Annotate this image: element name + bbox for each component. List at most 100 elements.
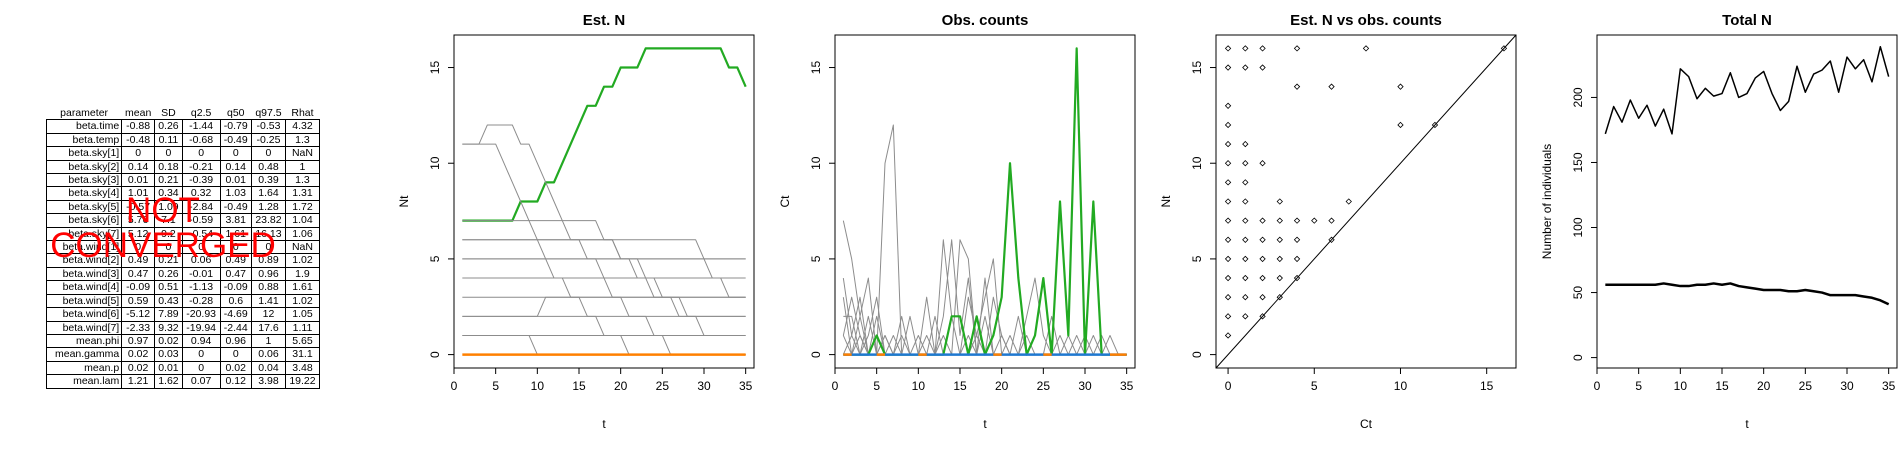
chart-title: Obs. counts bbox=[942, 12, 1029, 29]
scatter-point bbox=[1431, 121, 1439, 129]
y-tick-label: 15 bbox=[428, 61, 442, 75]
table-cell: 0 bbox=[121, 240, 156, 255]
table-cell: -0.49 bbox=[219, 132, 252, 148]
table-cell: 0.21 bbox=[154, 173, 183, 188]
scatter-point bbox=[1276, 274, 1283, 282]
table-cell: 0.49 bbox=[121, 253, 156, 268]
y-tick-label: 10 bbox=[809, 156, 823, 170]
table-cell: 1.11 bbox=[284, 320, 321, 335]
y-tick-label: 0 bbox=[1571, 354, 1585, 361]
x-tick-label: 0 bbox=[832, 379, 839, 393]
table-cell: 1.05 bbox=[284, 307, 321, 322]
table-cell: -0.49 bbox=[219, 199, 252, 215]
table-cell: 5.76 bbox=[121, 213, 156, 228]
x-tick-label: 35 bbox=[739, 379, 753, 393]
table-cell: 9.32 bbox=[154, 320, 183, 335]
table-cell: 0.49 bbox=[219, 253, 252, 268]
scatter-point bbox=[1224, 236, 1232, 243]
table-cell: -0.54 bbox=[181, 226, 221, 242]
y-tick-label: 0 bbox=[809, 351, 823, 358]
table-row: beta.sky[3] 0.01 0.21 -0.39 0.01 0.39 1.3 bbox=[45, 173, 321, 188]
table-cell: 0.94 bbox=[181, 333, 221, 349]
x-tick-label: 20 bbox=[614, 379, 628, 393]
y-tick-label: 5 bbox=[428, 255, 442, 262]
scatter-point bbox=[1224, 102, 1232, 109]
x-tick-label: 5 bbox=[492, 379, 499, 393]
plot-frame bbox=[453, 34, 755, 369]
plot-area bbox=[462, 47, 747, 356]
scatter-point bbox=[1293, 217, 1301, 224]
table-cell: 0.03 bbox=[154, 347, 183, 362]
scatter-point bbox=[1242, 217, 1249, 224]
table-cell: 0.01 bbox=[219, 173, 252, 188]
scatter-point bbox=[1397, 83, 1404, 90]
chart-panel-2: Obs. counts t Ct 0 5 10 15 20 25 30 35 0 5 10 15 bbox=[778, 12, 1136, 431]
scatter-point bbox=[1242, 140, 1249, 148]
plot-frame bbox=[1215, 34, 1517, 369]
series-line-9 bbox=[843, 47, 1127, 356]
table-cell: 1.09 bbox=[154, 199, 183, 215]
scatter-point bbox=[1259, 255, 1266, 263]
plot-area bbox=[1604, 45, 1890, 306]
table-cell: 0 bbox=[181, 347, 221, 362]
parameter-name-cell: beta.wind[7] bbox=[45, 320, 123, 335]
table-cell: 12 bbox=[250, 307, 286, 322]
table-cell: 0.32 bbox=[181, 186, 221, 201]
chart-title: Total N bbox=[1722, 12, 1772, 29]
table-cell: 9.2 bbox=[154, 226, 183, 242]
scatter-point bbox=[1224, 332, 1232, 339]
table-cell: -0.09 bbox=[219, 280, 252, 295]
x-tick-label: 20 bbox=[1757, 379, 1771, 393]
table-cell: 0.02 bbox=[121, 360, 156, 376]
x-tick-label: 35 bbox=[1120, 379, 1134, 393]
table-cell: -0.09 bbox=[121, 280, 156, 295]
table-cell: -2.84 bbox=[181, 199, 221, 215]
y-tick-label: 10 bbox=[1190, 156, 1204, 170]
series-line-3 bbox=[462, 143, 746, 356]
parameter-table: parameter mean SD q2.5 q50 q97.5 Rhat beta.tim… bbox=[45, 107, 321, 389]
table-cell: -0.48 bbox=[121, 132, 156, 148]
scatter-point bbox=[1242, 313, 1249, 320]
parameter-name-cell: mean.gamma bbox=[45, 347, 123, 362]
table-cell: 0.02 bbox=[219, 360, 252, 376]
scatter-point bbox=[1224, 198, 1232, 205]
scatter-point bbox=[1259, 160, 1266, 167]
chart-panel-4: Total N t Number of individuals 0 5 10 15 20 25 3… bbox=[1540, 12, 1898, 431]
scatter-point bbox=[1242, 236, 1249, 243]
table-cell: -5.12 bbox=[121, 307, 156, 322]
parameter-name-cell: beta.sky[7] bbox=[45, 226, 123, 242]
parameter-name-cell: beta.wind[6] bbox=[45, 307, 123, 322]
scatter-point bbox=[1293, 274, 1301, 282]
table-row: mean.gamma 0.02 0.03 0 0 0.06 31.1 bbox=[45, 347, 321, 362]
x-tick-label: 5 bbox=[1635, 379, 1642, 393]
table-cell: 0.96 bbox=[219, 333, 252, 349]
series-line-1 bbox=[1604, 45, 1890, 135]
table-cell: -0.39 bbox=[181, 173, 221, 188]
parameter-name-cell: beta.wind[1] bbox=[45, 240, 123, 255]
table-cell: 1.3 bbox=[284, 132, 321, 148]
table-cell: 1.9 bbox=[284, 266, 321, 282]
plot-frame bbox=[834, 34, 1136, 369]
table-header-cell: q97.5 bbox=[255, 107, 282, 119]
x-tick-label: 10 bbox=[531, 379, 545, 393]
scatter-point bbox=[1224, 217, 1232, 224]
table-cell: 1.31 bbox=[284, 186, 321, 201]
y-tick-label: 50 bbox=[1571, 286, 1585, 300]
table-row: mean.p 0.02 0.01 0 0.02 0.04 3.48 bbox=[45, 360, 321, 376]
scatter-point bbox=[1328, 236, 1335, 243]
table-row: beta.sky[6] 5.76 7.1 -0.59 3.81 23.82 1.04 bbox=[45, 213, 321, 228]
y-tick-label: 5 bbox=[1190, 255, 1204, 262]
table-cell: 1.03 bbox=[219, 186, 252, 201]
x-axis-label: Ct bbox=[1360, 417, 1373, 431]
scatter-point bbox=[1224, 64, 1232, 71]
plot-frame bbox=[1596, 34, 1898, 369]
y-tick-label: 15 bbox=[1190, 61, 1204, 75]
scatter-point bbox=[1242, 64, 1249, 71]
x-tick-label: 20 bbox=[995, 379, 1009, 393]
parameter-name-cell: beta.wind[4] bbox=[45, 280, 123, 295]
y-tick-label: 10 bbox=[428, 156, 442, 170]
chart-title: Est. N vs obs. counts bbox=[1290, 12, 1442, 29]
scatter-point bbox=[1259, 217, 1266, 224]
table-cell: 5.12 bbox=[121, 226, 156, 242]
series-line-14 bbox=[462, 334, 746, 356]
